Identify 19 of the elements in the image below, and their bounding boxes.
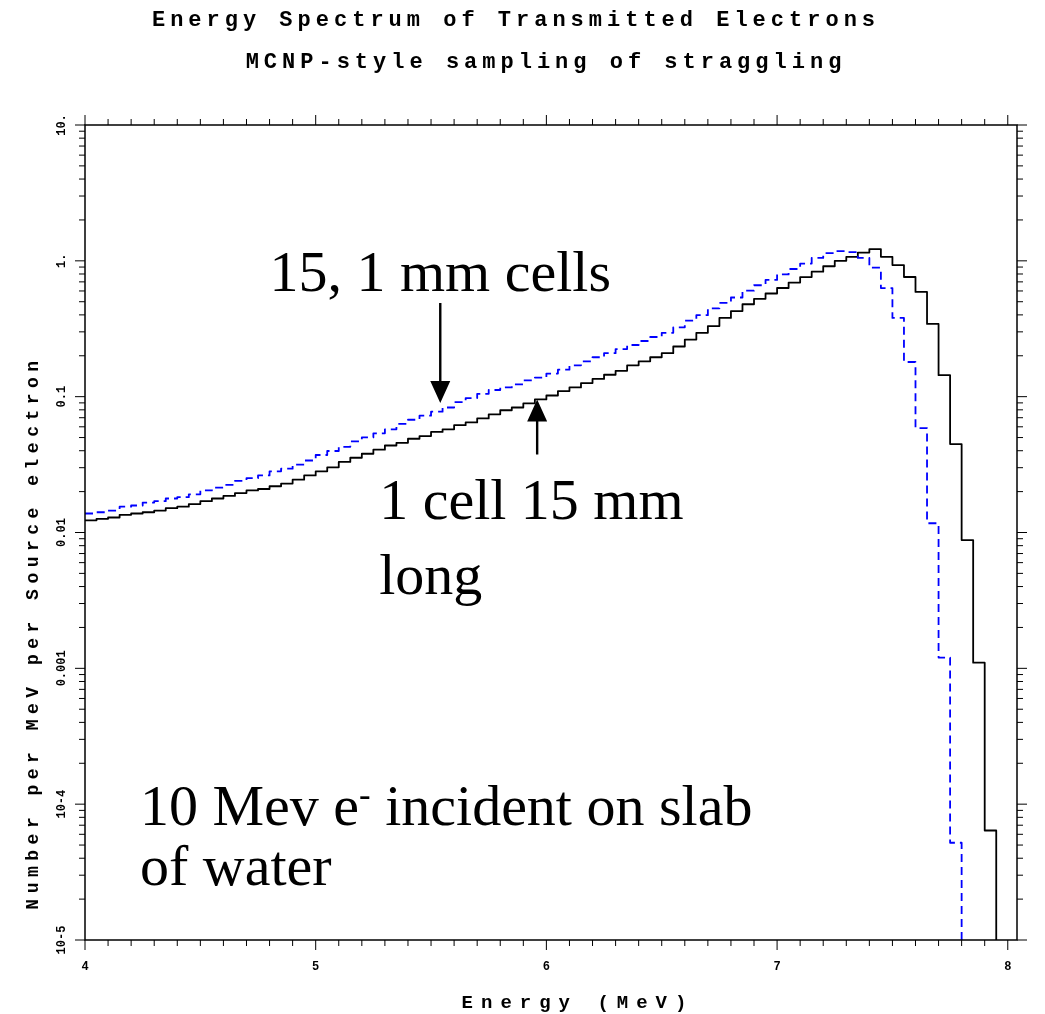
x-tick-label: 6 [542, 960, 550, 974]
y-tick-label: 0.01 [55, 518, 69, 547]
annotation: 15, 1 mm cells [269, 238, 612, 304]
y-tick-label: 10-4 [55, 789, 69, 819]
x-tick-label: 5 [312, 960, 320, 974]
x-tick-label: 7 [773, 960, 781, 974]
chart-subtitle: MCNP-style sampling of straggling [245, 50, 847, 75]
y-tick-label: 10. [55, 114, 69, 136]
chart-title: Energy Spectrum of Transmitted Electrons [151, 8, 881, 33]
y-tick-label: 10-5 [55, 925, 69, 955]
x-tick-label: 4 [81, 960, 89, 974]
y-tick-label: 0.1 [55, 385, 69, 408]
y-axis-title: Number per MeV per Source electron [23, 355, 43, 910]
y-tick-label: 1. [55, 253, 69, 269]
x-axis-title: Energy (MeV) [461, 992, 695, 1014]
x-tick-label: 8 [1004, 960, 1012, 974]
y-tick-label: 0.001 [55, 650, 69, 687]
annotation: 10 Mev e$^{-}$ incident on slab of water [140, 773, 753, 898]
annotation: 1 cell 15 mm long [379, 467, 684, 608]
